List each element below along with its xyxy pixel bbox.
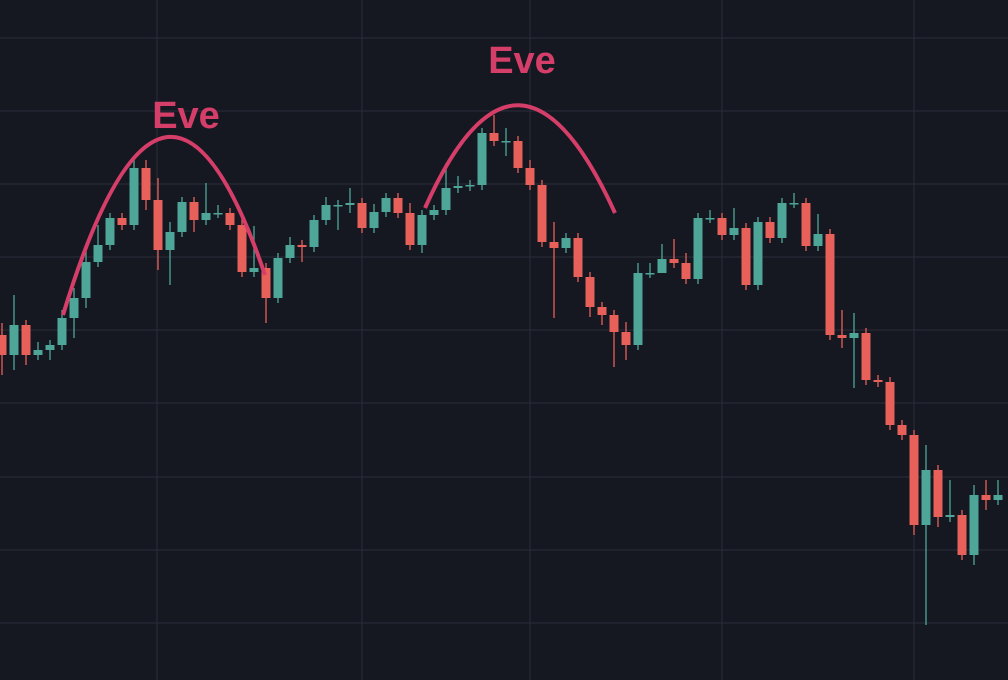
- body: [981, 495, 991, 500]
- body: [705, 218, 715, 220]
- body: [225, 213, 235, 225]
- body: [201, 213, 211, 220]
- body: [825, 234, 835, 335]
- body: [525, 168, 535, 185]
- body: [873, 380, 883, 382]
- body: [561, 238, 571, 248]
- body: [477, 133, 487, 185]
- body: [885, 382, 895, 425]
- body: [0, 335, 7, 355]
- body: [837, 335, 847, 338]
- body: [861, 333, 871, 380]
- body: [585, 277, 595, 307]
- body: [621, 332, 631, 345]
- body: [273, 258, 283, 298]
- body: [453, 186, 463, 188]
- body: [105, 218, 115, 245]
- body: [369, 212, 379, 228]
- body: [789, 203, 799, 205]
- body: [81, 262, 91, 298]
- body: [345, 203, 355, 205]
- body: [9, 325, 19, 355]
- body: [633, 273, 643, 345]
- body: [501, 141, 511, 143]
- body: [549, 242, 559, 248]
- body: [333, 205, 343, 207]
- candles: [0, 115, 1003, 625]
- body: [33, 350, 43, 355]
- body: [261, 268, 271, 298]
- body: [405, 213, 415, 245]
- body: [177, 202, 187, 232]
- body: [933, 470, 943, 517]
- body: [945, 515, 955, 517]
- body: [909, 435, 919, 525]
- body: [645, 273, 655, 275]
- body: [237, 225, 247, 272]
- body: [69, 298, 79, 318]
- body: [249, 268, 259, 272]
- body: [765, 222, 775, 238]
- body: [465, 185, 475, 187]
- body: [597, 307, 607, 315]
- body: [969, 495, 979, 555]
- annotation: Eve: [488, 40, 556, 82]
- body: [753, 222, 763, 285]
- body: [57, 318, 67, 345]
- body: [813, 234, 823, 246]
- body: [165, 232, 175, 250]
- body: [357, 203, 367, 228]
- body: [189, 202, 199, 220]
- body: [129, 168, 139, 225]
- body: [321, 205, 331, 220]
- body: [153, 200, 163, 250]
- body: [609, 315, 619, 332]
- body: [513, 141, 523, 168]
- body: [777, 203, 787, 238]
- body: [681, 263, 691, 279]
- body: [381, 198, 391, 212]
- body: [921, 470, 931, 525]
- body: [657, 259, 667, 273]
- body: [213, 213, 223, 215]
- body: [537, 185, 547, 242]
- body: [741, 228, 751, 285]
- body: [693, 218, 703, 279]
- body: [717, 218, 727, 235]
- body: [729, 228, 739, 235]
- body: [669, 259, 679, 263]
- arc: [61, 134, 267, 316]
- body: [297, 245, 307, 247]
- body: [117, 218, 127, 225]
- body: [849, 333, 859, 338]
- body: [993, 495, 1003, 500]
- body: [393, 198, 403, 213]
- body: [21, 325, 31, 355]
- body: [441, 188, 451, 210]
- arc: [423, 103, 617, 214]
- body: [141, 168, 151, 200]
- body: [45, 345, 55, 350]
- body: [417, 215, 427, 245]
- body: [285, 245, 295, 258]
- body: [801, 203, 811, 246]
- body: [897, 425, 907, 435]
- annotation: Eve: [152, 95, 220, 137]
- body: [429, 210, 439, 215]
- body: [573, 238, 583, 277]
- body: [93, 245, 103, 262]
- body: [489, 133, 499, 141]
- body: [957, 515, 967, 555]
- body: [309, 220, 319, 247]
